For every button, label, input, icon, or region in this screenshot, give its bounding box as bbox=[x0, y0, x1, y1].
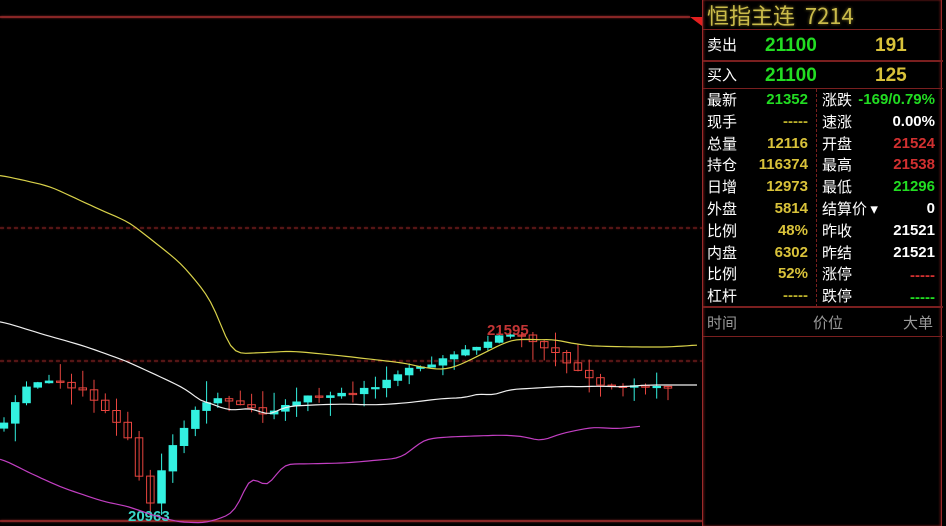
svg-text:21595: 21595 bbox=[487, 322, 529, 339]
svg-text:20963: 20963 bbox=[128, 508, 170, 525]
